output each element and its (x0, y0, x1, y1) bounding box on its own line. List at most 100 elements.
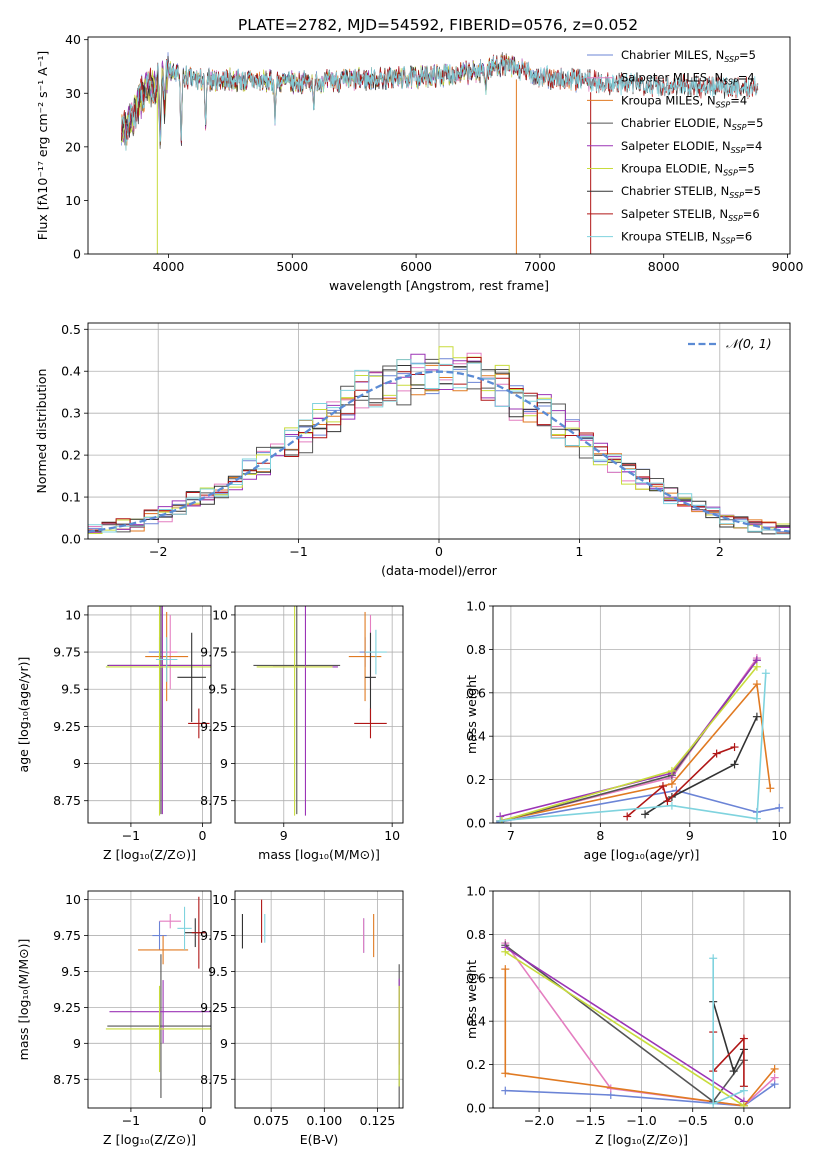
x-tick-label: −1.0 (626, 1113, 656, 1128)
panel-4: 7 8 9 10 0.0 0.2 0.4 0.6 0.8 1.0 age [log₁₀(age/yr… (464, 599, 791, 862)
x-axis-label: Z [log₁₀(Z/Z⊙)] (103, 847, 196, 862)
y-tick-label: 9 (220, 756, 228, 771)
x-tick-label: −1 (122, 1113, 140, 1128)
axes-frame (492, 605, 791, 824)
y-tick-label: 9 (220, 1036, 228, 1051)
x-tick-label: −1.5 (575, 1113, 605, 1128)
legend-label-chabrier_stelib: Chabrier STELIB, NSSP=5 (621, 184, 761, 200)
mw-line-chabrier_stelib (644, 716, 758, 815)
x-tick-label: 0.0 (734, 1113, 754, 1128)
legend-gauss: 𝒩(0, 1) (688, 336, 772, 351)
y-tick-label: 8.75 (53, 1072, 81, 1087)
x-tick-label: 0 (198, 1113, 206, 1128)
plot-area-3 (253, 606, 387, 816)
legend: Chabrier MILES, NSSP=5 Salpeter MILES, NS… (587, 48, 763, 246)
plot-area-1 (88, 346, 790, 535)
x-tick-label: 2 (716, 544, 724, 559)
y-tick-label: 0.5 (61, 322, 81, 337)
y-tick-label: 9.5 (61, 964, 81, 979)
x-tick-label: 6000 (400, 259, 432, 274)
figure-title: PLATE=2782, MJD=54592, FIBERID=0576, z=0… (238, 16, 638, 34)
x-axis-label: Z [log₁₀(Z/Z⊙)] (595, 1132, 688, 1147)
y-axis-label: mass [log₁₀(M/M⊙)] (16, 939, 31, 1061)
y-tick-label: 0.1 (61, 490, 81, 505)
y-tick-label: 9.25 (200, 1000, 228, 1015)
y-tick-label: 9.25 (53, 719, 81, 734)
x-tick-label: 5000 (276, 259, 308, 274)
mw-line-kroupa_miles (504, 969, 776, 1107)
x-tick-label: 0 (435, 544, 443, 559)
x-axis-label: wavelength [Angstrom, rest frame] (329, 278, 549, 293)
y-tick-label: 9 (73, 1036, 81, 1051)
x-axis-label: mass [log₁₀(M/M⊙)] (258, 847, 380, 862)
y-axis-label: Normed distribution (34, 369, 49, 494)
y-tick-label: 9.75 (200, 928, 228, 943)
mw-line-kroupa_elodie (504, 951, 745, 1107)
x-tick-label: 7 (507, 828, 515, 843)
axes-frame (87, 605, 212, 824)
axes-frame (234, 890, 404, 1109)
y-tick-label: 0.2 (466, 772, 486, 787)
x-tick-label: −0.5 (678, 1113, 708, 1128)
plot-area-5 (105, 896, 211, 1098)
y-tick-label: 20 (65, 139, 81, 154)
y-tick-label: 9.75 (53, 645, 81, 660)
y-axis-label: mass weight (464, 960, 479, 1039)
y-tick-label: 0.6 (466, 685, 486, 700)
mw-line-salpeter_elodie (504, 946, 745, 1103)
y-tick-label: 9.5 (208, 682, 228, 697)
gaussian-curve (88, 370, 790, 533)
y-tick-label: 0.4 (466, 729, 486, 744)
y-tick-label: 10 (65, 193, 81, 208)
x-axis-label: (data-model)/error (381, 563, 498, 578)
x-tick-label: 10 (384, 828, 400, 843)
y-tick-label: 40 (65, 32, 81, 47)
y-axis-label: Flux [fλ10⁻¹⁷ erg cm⁻² s⁻¹ A⁻¹] (35, 51, 50, 240)
x-tick-label: −2.0 (524, 1113, 554, 1128)
x-tick-label: 10 (771, 828, 787, 843)
legend-label-salpeter_miles: Salpeter MILES, NSSP=4 (621, 71, 755, 87)
x-tick-label: 7000 (524, 259, 556, 274)
panel-0: 4000 5000 6000 7000 8000 9000 0 10 20 30 40 wavelen… (35, 32, 803, 293)
plots-layer: 4000 5000 6000 7000 8000 9000010203040wavelen… (16, 32, 803, 1147)
y-tick-label: 9.25 (53, 1000, 81, 1015)
y-tick-label: 0.8 (466, 642, 486, 657)
plot-area-7 (501, 939, 779, 1108)
y-tick-label: 9 (73, 756, 81, 771)
legend-label-chabrier_elodie: Chabrier ELODIE, NSSP=5 (621, 116, 763, 132)
legend-label-chabrier_miles: Chabrier MILES, NSSP=5 (621, 48, 756, 64)
y-tick-label: 30 (65, 86, 81, 101)
mw-line-chabrier_miles (505, 1083, 776, 1107)
axes-frame (234, 605, 404, 824)
y-tick-label: 9.5 (208, 964, 228, 979)
mw-line-kroupa_stelib (500, 673, 767, 822)
x-tick-label: 8 (596, 828, 604, 843)
x-tick-label: −2 (149, 544, 167, 559)
panel-1: −2 −1 0 1 2 0.0 0.1 0.2 0.3 0.4 0.5 (data-model)/er… (34, 322, 791, 578)
x-tick-label: 9000 (772, 259, 804, 274)
panel-3: 9 10 8.75 9 9.25 9.5 9.75 10 mass [log₁₀(M/M⊙)] (200, 605, 404, 862)
y-tick-label: 8.75 (200, 1072, 228, 1087)
plot-area-0 (121, 52, 759, 254)
spectrum-line-kroupa_stelib (121, 55, 759, 151)
x-tick-label: −1 (289, 544, 307, 559)
y-tick-label: 0.0 (466, 816, 486, 831)
axes-frame (87, 322, 791, 540)
legend-label-salpeter_stelib: Salpeter STELIB, NSSP=6 (621, 207, 760, 223)
y-tick-label: 1.0 (466, 599, 486, 614)
y-tick-label: 9.25 (200, 719, 228, 734)
y-tick-label: 0.3 (61, 406, 81, 421)
x-tick-label: −1 (122, 828, 140, 843)
panel-7: −2.0 −1.5 −1.0 −0.5 0.0 0.0 0.2 0.4 0.6 0.8 1.0 Z [… (464, 884, 791, 1147)
y-tick-label: 0 (73, 247, 81, 262)
x-axis-label: age [log₁₀(age/yr)] (584, 847, 700, 862)
legend-label-kroupa_elodie: Kroupa ELODIE, NSSP=5 (621, 162, 755, 178)
x-tick-label: 8000 (648, 259, 680, 274)
y-tick-label: 10 (65, 607, 81, 622)
axes-frame (87, 36, 791, 255)
y-tick-label: 0.4 (466, 1014, 486, 1029)
legend-label-salpeter_elodie: Salpeter ELODIE, NSSP=4 (621, 139, 762, 155)
y-tick-label: 9.75 (200, 645, 228, 660)
y-tick-label: 0.2 (466, 1057, 486, 1072)
